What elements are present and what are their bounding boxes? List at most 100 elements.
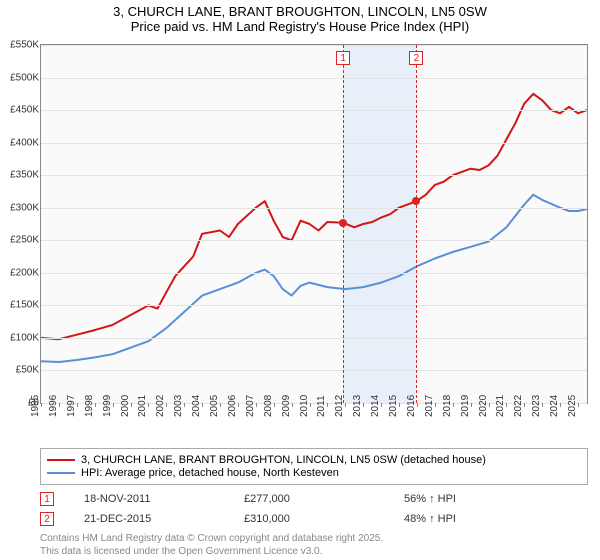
x-tick — [524, 403, 525, 407]
y-tick-label: £400K — [10, 137, 39, 148]
x-tick — [77, 403, 78, 407]
x-tick-label: 2001 — [137, 395, 148, 417]
x-tick-label: 2000 — [119, 395, 130, 417]
x-tick-label: 1996 — [48, 395, 59, 417]
x-tick-label: 2002 — [155, 395, 166, 417]
y-tick-label: £550K — [10, 40, 39, 51]
y-tick-label: £50K — [16, 365, 39, 376]
x-tick-label: 2025 — [567, 395, 578, 417]
gridline — [41, 240, 587, 241]
title-address: 3, CHURCH LANE, BRANT BROUGHTON, LINCOLN… — [0, 4, 600, 19]
x-tick — [453, 403, 454, 407]
sale-row-1: 1 18-NOV-2011 £277,000 56% ↑ HPI — [40, 492, 588, 506]
legend-swatch-property — [47, 459, 75, 461]
x-tick — [381, 403, 382, 407]
x-tick — [560, 403, 561, 407]
x-tick — [202, 403, 203, 407]
x-tick-label: 2020 — [477, 395, 488, 417]
x-tick-label: 1997 — [66, 395, 77, 417]
y-tick-label: £500K — [10, 72, 39, 83]
sale-marker-2: 2 — [40, 512, 54, 526]
x-tick — [435, 403, 436, 407]
gridline — [41, 78, 587, 79]
legend-label-property: 3, CHURCH LANE, BRANT BROUGHTON, LINCOLN… — [81, 454, 486, 466]
sale-price-1: £277,000 — [244, 493, 404, 505]
footer-line-2: This data is licensed under the Open Gov… — [40, 546, 588, 559]
sale-delta-2: 48% ↑ HPI — [404, 513, 564, 525]
x-tick — [59, 403, 60, 407]
legend-item-property: 3, CHURCH LANE, BRANT BROUGHTON, LINCOLN… — [47, 454, 581, 466]
sale-delta-1: 56% ↑ HPI — [404, 493, 564, 505]
y-tick-label: £200K — [10, 267, 39, 278]
y-tick-label: £300K — [10, 202, 39, 213]
x-tick-label: 2006 — [227, 395, 238, 417]
legend-swatch-hpi — [47, 472, 75, 474]
y-tick-label: £100K — [10, 332, 39, 343]
chart-container: 3, CHURCH LANE, BRANT BROUGHTON, LINCOLN… — [0, 0, 600, 560]
gridline — [41, 370, 587, 371]
plot-region: £0£50K£100K£150K£200K£250K£300K£350K£400… — [40, 44, 588, 404]
series-property — [41, 94, 587, 339]
sale-date-2: 21-DEC-2015 — [84, 513, 244, 525]
gridline — [41, 175, 587, 176]
legend-item-hpi: HPI: Average price, detached house, Nort… — [47, 467, 581, 479]
x-tick-label: 2005 — [209, 395, 220, 417]
gridline — [41, 45, 587, 46]
x-tick-label: 2007 — [245, 395, 256, 417]
x-tick — [238, 403, 239, 407]
x-tick-label: 2008 — [263, 395, 274, 417]
x-tick-label: 2003 — [173, 395, 184, 417]
x-tick — [184, 403, 185, 407]
x-tick-label: 2018 — [442, 395, 453, 417]
sale-vline — [416, 45, 417, 403]
x-tick — [542, 403, 543, 407]
sale-marker-box: 2 — [409, 51, 423, 65]
sale-point — [339, 219, 347, 227]
y-tick-label: £150K — [10, 300, 39, 311]
x-tick-label: 2024 — [549, 395, 560, 417]
legend: 3, CHURCH LANE, BRANT BROUGHTON, LINCOLN… — [40, 448, 588, 485]
gridline — [41, 208, 587, 209]
x-tick-label: 2023 — [531, 395, 542, 417]
sale-price-2: £310,000 — [244, 513, 404, 525]
title-block: 3, CHURCH LANE, BRANT BROUGHTON, LINCOLN… — [0, 0, 600, 34]
sale-date-1: 18-NOV-2011 — [84, 493, 244, 505]
x-tick-label: 2021 — [495, 395, 506, 417]
x-tick-label: 2022 — [513, 395, 524, 417]
x-tick-label: 2014 — [370, 395, 381, 417]
x-tick — [345, 403, 346, 407]
title-subtitle: Price paid vs. HM Land Registry's House … — [0, 19, 600, 34]
x-tick-label: 2015 — [388, 395, 399, 417]
gridline — [41, 305, 587, 306]
x-tick-label: 2009 — [280, 395, 291, 417]
x-tick — [220, 403, 221, 407]
gridline — [41, 110, 587, 111]
x-tick-label: 2017 — [424, 395, 435, 417]
x-tick-label: 2004 — [191, 395, 202, 417]
x-tick — [506, 403, 507, 407]
x-tick — [41, 403, 42, 407]
x-tick-label: 1998 — [84, 395, 95, 417]
x-tick-label: 2010 — [298, 395, 309, 417]
x-tick-label: 1995 — [30, 395, 41, 417]
sale-marker-1: 1 — [40, 492, 54, 506]
x-tick — [417, 403, 418, 407]
y-tick-label: £350K — [10, 170, 39, 181]
x-tick — [256, 403, 257, 407]
x-tick — [363, 403, 364, 407]
footer-line-1: Contains HM Land Registry data © Crown c… — [40, 533, 588, 546]
x-tick-label: 2011 — [317, 395, 328, 417]
line-layer — [41, 45, 587, 403]
sale-marker-box: 1 — [336, 51, 350, 65]
footer: Contains HM Land Registry data © Crown c… — [40, 533, 588, 558]
y-tick-label: £450K — [10, 105, 39, 116]
x-tick-label: 1999 — [101, 395, 112, 417]
legend-label-hpi: HPI: Average price, detached house, Nort… — [81, 467, 339, 479]
x-tick-label: 2016 — [406, 395, 417, 417]
x-tick — [148, 403, 149, 407]
y-tick-label: £250K — [10, 235, 39, 246]
gridline — [41, 143, 587, 144]
sale-row-2: 2 21-DEC-2015 £310,000 48% ↑ HPI — [40, 512, 588, 526]
x-tick — [166, 403, 167, 407]
x-tick-label: 2013 — [352, 395, 363, 417]
